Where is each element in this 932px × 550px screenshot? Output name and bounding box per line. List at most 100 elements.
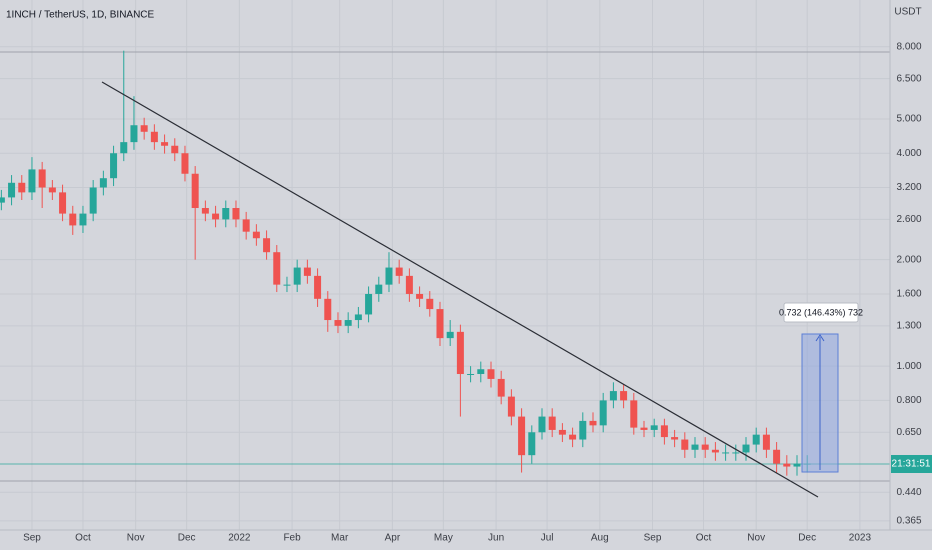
- candle-body: [48, 187, 56, 193]
- candle-body: [150, 131, 158, 143]
- grid: [0, 0, 890, 530]
- y-tick-label: 0.440: [896, 487, 921, 498]
- y-axis-label: USDT: [894, 7, 921, 18]
- x-tick-label: Apr: [385, 533, 401, 544]
- candle-body: [436, 309, 444, 339]
- y-tick-label: 6.500: [896, 73, 921, 84]
- y-tick-label: 5.000: [896, 114, 921, 125]
- candle-body: [691, 444, 699, 450]
- candle-body: [140, 125, 148, 132]
- measure-label: 0.732 (146.43%) 732: [779, 307, 863, 317]
- candle-body: [711, 449, 719, 453]
- candle-body: [120, 142, 128, 154]
- candle-body: [314, 275, 322, 299]
- candle-body: [354, 314, 362, 321]
- candle-body: [446, 331, 454, 339]
- x-tick-label: Oct: [696, 533, 712, 544]
- candle-body: [161, 142, 169, 146]
- x-tick-label: Nov: [747, 533, 765, 544]
- x-tick-label: Dec: [178, 533, 196, 544]
- candle-body: [232, 208, 240, 220]
- candle-body: [620, 391, 628, 401]
- candle-body: [171, 145, 179, 154]
- y-tick-label: 8.000: [896, 41, 921, 52]
- y-tick-label: 3.200: [896, 182, 921, 193]
- candle-body: [375, 284, 383, 294]
- x-tick-label: May: [434, 533, 453, 544]
- x-tick-label: Jul: [541, 533, 554, 544]
- candle-body: [609, 391, 617, 401]
- candle-body: [660, 425, 668, 438]
- candle-body: [334, 320, 342, 326]
- candle-body: [0, 197, 5, 203]
- candle-body: [477, 369, 485, 375]
- candle-body: [385, 267, 393, 285]
- candle-body: [365, 293, 373, 315]
- y-tick-label: 4.000: [896, 148, 921, 159]
- candle-body: [630, 400, 638, 428]
- candle-body: [456, 331, 464, 375]
- y-tick-label: 1.600: [896, 289, 921, 300]
- candle-body: [538, 416, 546, 433]
- candle-body: [599, 400, 607, 426]
- y-tick-label: 0.650: [896, 427, 921, 438]
- candle-body: [395, 267, 403, 276]
- candle-body: [273, 252, 281, 285]
- candle-body: [487, 369, 495, 379]
- y-tick-label: 2.000: [896, 254, 921, 265]
- candle-body: [762, 434, 770, 450]
- candle-body: [650, 425, 658, 430]
- x-tick-label: 2022: [228, 533, 251, 544]
- candle-body: [518, 416, 526, 456]
- x-tick-label: Sep: [23, 533, 41, 544]
- y-tick-label: 0.365: [896, 516, 921, 527]
- candles: [0, 50, 811, 476]
- candle-body: [8, 182, 16, 198]
- y-tick-label: 1.000: [896, 361, 921, 372]
- candle-body: [793, 463, 801, 467]
- measure-label-box: [783, 302, 859, 323]
- candle-body: [426, 298, 434, 310]
- candle-body: [416, 293, 424, 299]
- x-tick-label: Feb: [283, 533, 301, 544]
- candle-body: [28, 169, 36, 193]
- candle-body: [701, 444, 709, 450]
- trend-line: [101, 81, 819, 498]
- candle-body: [548, 416, 556, 430]
- candle-body: [773, 449, 781, 464]
- candle-body: [252, 231, 260, 239]
- y-tick-label: 2.600: [896, 214, 921, 225]
- candle-body: [344, 320, 352, 326]
- candle-body: [293, 267, 301, 285]
- candle-body: [201, 208, 209, 214]
- candle-body: [89, 187, 97, 214]
- candle-body: [59, 192, 67, 214]
- x-tick-label: Jun: [488, 533, 504, 544]
- candle-body: [38, 169, 46, 188]
- candle-body: [79, 213, 87, 226]
- measure-arrow-head: [815, 334, 825, 342]
- candle-body: [558, 429, 566, 435]
- countdown: 21:31:51: [892, 459, 931, 470]
- countdown-box: [891, 455, 932, 473]
- candle-body: [722, 452, 730, 454]
- candle-body: [110, 153, 118, 179]
- x-tick-label: Aug: [591, 533, 609, 544]
- candle-body: [589, 420, 597, 426]
- candle-body: [69, 213, 77, 226]
- candle-body: [742, 444, 750, 453]
- x-tick-label: Dec: [798, 533, 816, 544]
- x-tick-label: 2023: [849, 533, 872, 544]
- candle-body: [222, 208, 230, 220]
- candle-body: [242, 219, 250, 232]
- candle-body: [130, 125, 138, 143]
- candle-body: [467, 374, 475, 376]
- candle-body: [263, 238, 271, 253]
- candle-body: [303, 267, 311, 276]
- candle-body: [324, 298, 332, 321]
- candle-body: [681, 439, 689, 450]
- axes: 8.000 6.500 5.000 4.000 3.200 2.600 2.000 1.600…: [23, 41, 922, 543]
